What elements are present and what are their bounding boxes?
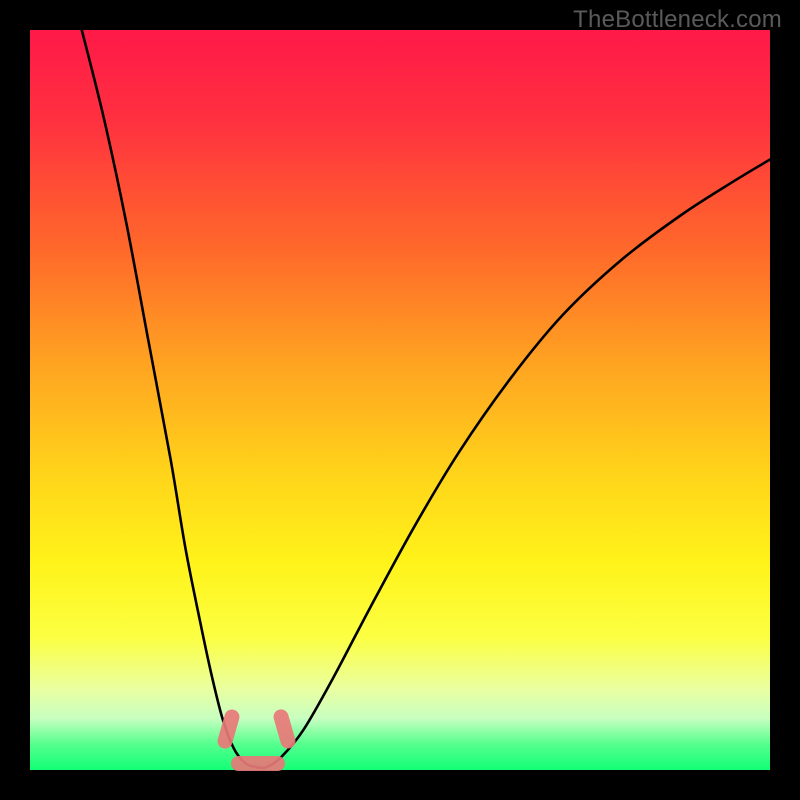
bottleneck-curve xyxy=(30,30,770,770)
marker-valley-floor xyxy=(231,756,284,771)
outer-frame: TheBottleneck.com xyxy=(0,0,800,800)
plot-area xyxy=(30,30,770,770)
